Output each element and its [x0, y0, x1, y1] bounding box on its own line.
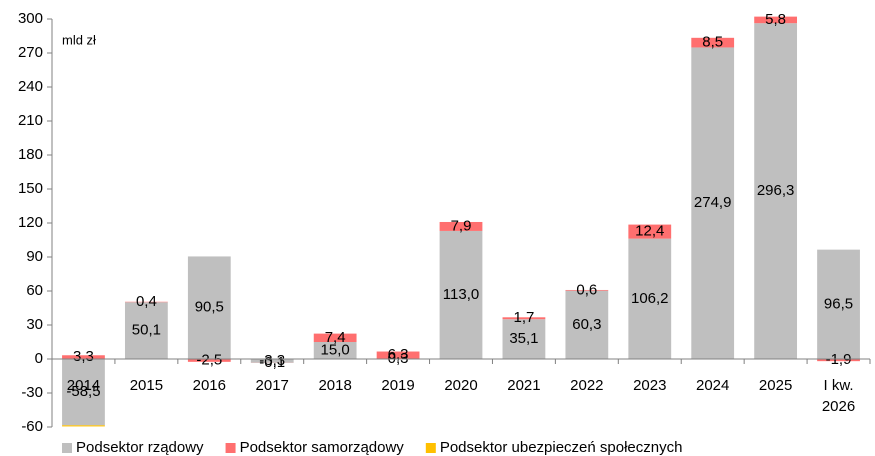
- bar-segment: [187, 256, 231, 359]
- y-tick-label: -60: [21, 418, 43, 435]
- data-label: 8,5: [702, 34, 723, 51]
- bar-segment: [313, 342, 357, 359]
- bar-segment: [565, 290, 609, 359]
- data-label: -0,1: [259, 354, 285, 371]
- data-label: 7,9: [451, 217, 472, 234]
- labels: -58,5 3,3 50,1 0,4 90,5 -2,5 -3,3-0,1 15,07,4 0,…: [66, 11, 853, 400]
- bar-segment: [62, 425, 105, 427]
- bar-segment: [565, 289, 609, 291]
- data-label: 0,4: [136, 293, 157, 310]
- data-label: 0,3: [388, 350, 409, 367]
- data-label: 90,5: [195, 299, 224, 316]
- bars: [62, 16, 860, 427]
- data-label: 5,8: [765, 11, 786, 28]
- x-tick-label: I kw. 2026: [822, 377, 855, 415]
- data-label: 96,5: [824, 295, 853, 312]
- data-label: 6,3: [388, 346, 409, 363]
- data-label: 113,0: [443, 286, 479, 303]
- data-label: 274,9: [694, 194, 732, 211]
- y-tick-label: 90: [26, 248, 43, 265]
- y-tick-label: 180: [18, 146, 43, 163]
- bar-segment: [439, 221, 483, 231]
- y-tick-label: 210: [18, 112, 43, 129]
- data-label: -2,5: [196, 351, 222, 368]
- x-tick-label: 2014: [67, 377, 100, 394]
- data-label: -1,9: [826, 351, 852, 368]
- data-label: 3,3: [73, 348, 94, 365]
- legend-label: Podsektor ubezpieczeń społecznych: [440, 439, 683, 456]
- x-tick-label: 2017: [256, 377, 289, 394]
- bar-segment: [313, 333, 357, 342]
- data-label: 7,4: [325, 329, 346, 346]
- data-label: 60,3: [572, 316, 601, 333]
- data-label: 296,3: [757, 182, 795, 199]
- y-tick-label: 120: [18, 214, 43, 231]
- x-tick-label-line: I kw.: [824, 377, 854, 394]
- y-tick-label: 270: [18, 44, 43, 61]
- y-tick-label: 30: [26, 316, 43, 333]
- x-tick-label-line: 2026: [822, 398, 855, 415]
- bar-segment: [502, 317, 546, 320]
- bar-segment: [817, 249, 860, 359]
- data-label: 50,1: [132, 322, 161, 339]
- bar-segment: [754, 23, 798, 360]
- bar-segment: [62, 355, 105, 359]
- legend-swatch: [425, 443, 436, 453]
- y-tick-label: 150: [18, 180, 43, 197]
- bar-segment: [691, 37, 735, 48]
- bar-segment: [124, 302, 168, 359]
- bar-segment: [62, 359, 105, 426]
- data-label: 0,6: [576, 281, 597, 298]
- y-tick-label: 60: [26, 282, 43, 299]
- y-tick-label: 240: [18, 78, 43, 95]
- data-label: 12,4: [635, 223, 664, 240]
- y-tick-label: 300: [18, 10, 43, 27]
- bar-segment: [628, 238, 672, 359]
- bar-segment: [187, 359, 231, 362]
- bar-segment: [817, 359, 860, 362]
- x-tick-label: 2020: [444, 377, 477, 394]
- x-tick-label: 2016: [193, 377, 226, 394]
- data-label: 35,1: [509, 330, 538, 347]
- x-tick-label: 2025: [759, 377, 792, 394]
- x-tick-label: 2021: [507, 377, 540, 394]
- data-label: 15,0: [321, 341, 350, 358]
- legend-label: Podsektor samorządowy: [240, 439, 405, 456]
- data-label: -3,3: [259, 352, 285, 369]
- x-tick-label: 2022: [570, 377, 603, 394]
- legend-label: Podsektor rządowy: [76, 439, 204, 456]
- bar-segment: [439, 230, 483, 359]
- data-label: -58,5: [66, 383, 100, 400]
- bar-segment: [376, 351, 420, 359]
- data-label: 1,7: [513, 309, 534, 326]
- bar-segment: [628, 224, 672, 239]
- legend-swatch: [62, 443, 72, 453]
- x-tick-label: 2018: [318, 377, 351, 394]
- y-axis-label: mld zł: [62, 32, 96, 47]
- bar-segment: [250, 359, 294, 363]
- data-label: 106,2: [631, 290, 669, 307]
- x-tick-label: 2015: [130, 377, 163, 394]
- bar-segment: [502, 319, 546, 359]
- y-tick-label: -30: [21, 384, 43, 401]
- x-tick-label: 2023: [633, 377, 666, 394]
- bar-segment: [691, 47, 735, 360]
- x-tick-label: 2019: [381, 377, 414, 394]
- y-tick-label: 0: [35, 350, 43, 367]
- x-tick-label: 2024: [696, 377, 729, 394]
- bar-segment: [754, 16, 798, 24]
- legend-swatch: [225, 443, 236, 453]
